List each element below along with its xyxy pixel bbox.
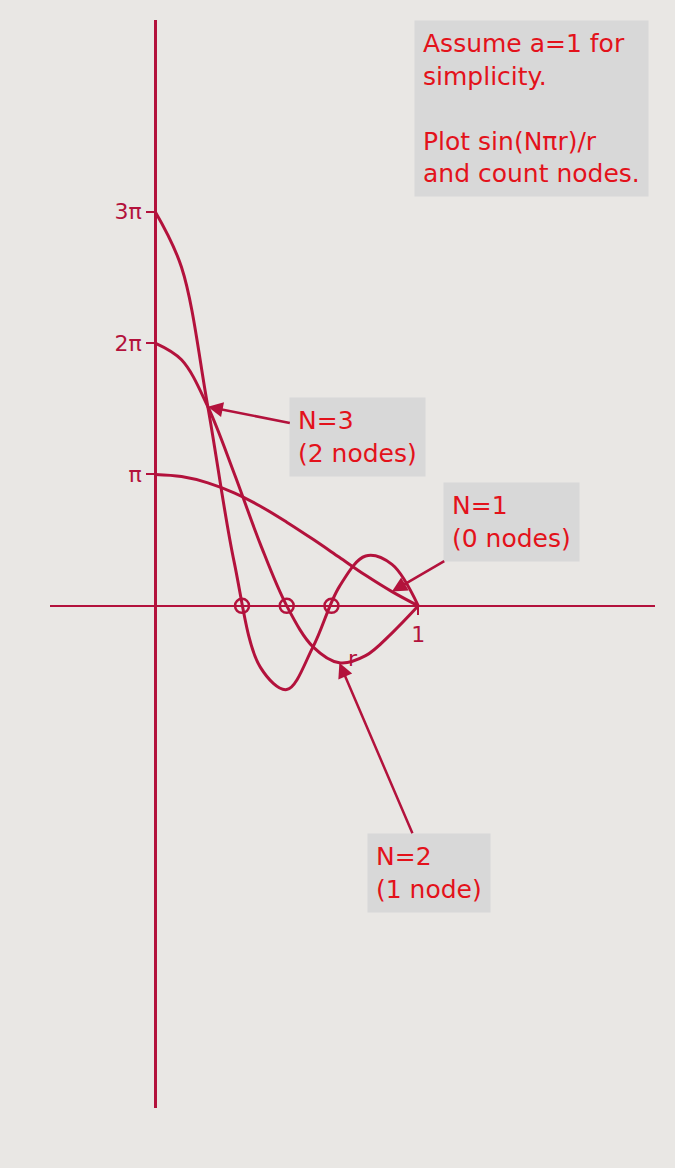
svg-text:1: 1 bbox=[411, 622, 425, 647]
svg-text:π: π bbox=[129, 462, 142, 487]
svg-text:N=2(1 node): N=2(1 node) bbox=[376, 842, 482, 904]
svg-text:N=1(0 nodes): N=1(0 nodes) bbox=[452, 491, 571, 553]
svg-text:Assume a=1 forsimplicity.Plot: Assume a=1 forsimplicity.Plot sin(Nπr)/r… bbox=[423, 29, 640, 188]
svg-text:r: r bbox=[348, 646, 358, 671]
svg-text:2π: 2π bbox=[115, 331, 142, 356]
svg-text:3π: 3π bbox=[115, 199, 142, 224]
svg-text:N=3(2 nodes): N=3(2 nodes) bbox=[298, 406, 417, 468]
